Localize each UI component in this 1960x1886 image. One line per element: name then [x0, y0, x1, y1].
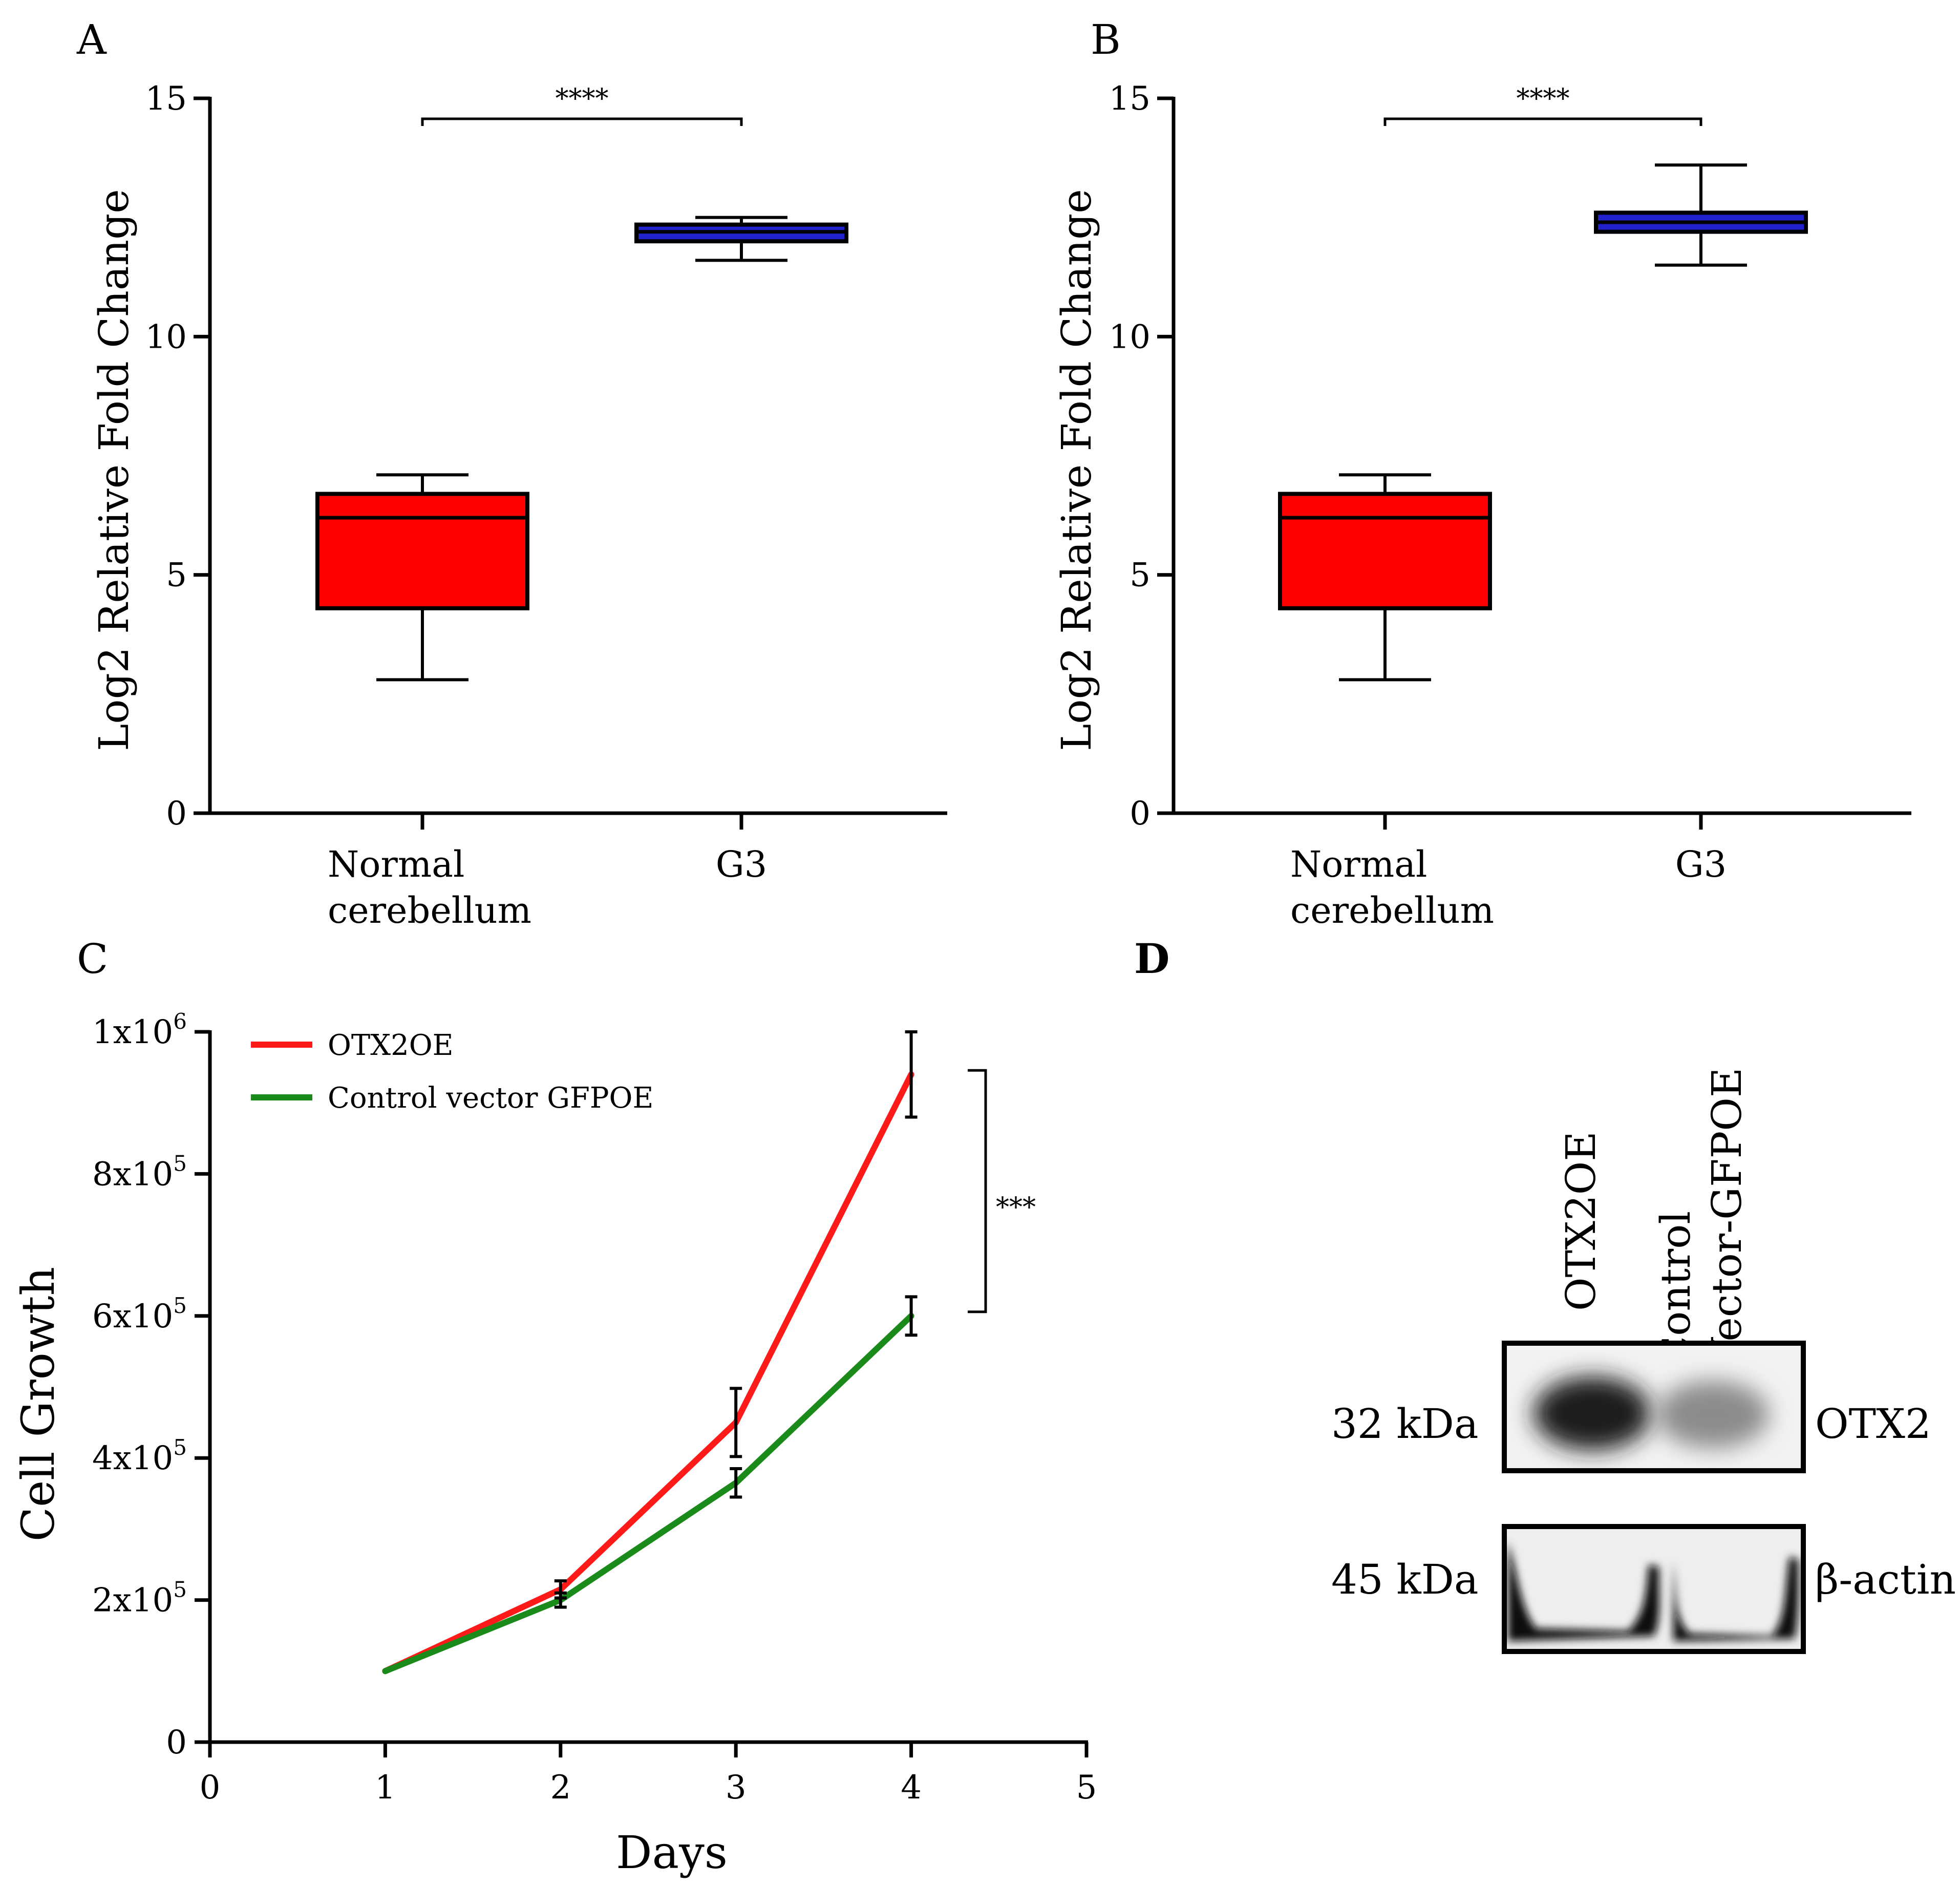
panel-b-significance-bracket: ****: [1383, 83, 1702, 126]
error-bar-otx2oe: [730, 1387, 742, 1458]
error-bar-otx2oe: [905, 1030, 918, 1119]
panel-c-y-axis-label: Cell Growth: [12, 1267, 65, 1541]
A-y-tick-label: 15: [145, 80, 187, 118]
B-significance-line: [1383, 117, 1702, 126]
blot-beta-actin: [1502, 1524, 1806, 1654]
protein-label-otx2: OTX2: [1815, 1400, 1931, 1448]
B-y-tick-label: 5: [1130, 557, 1151, 595]
A-box: [315, 492, 529, 610]
legend-label-control-vector-gfpoe: Control vector GFPOE: [328, 1082, 653, 1115]
panel-c-significance-bracket: ***: [968, 1069, 1036, 1313]
blot-otx2: [1502, 1341, 1806, 1473]
B-y-tick-label: 10: [1109, 318, 1151, 356]
A-y-tick-label: 10: [145, 318, 187, 356]
mw-label-45kda: 45 kDa: [1331, 1556, 1479, 1603]
C-y-tick-label: 4x105: [92, 1435, 187, 1477]
series-line-control-vector-gfpoe: [382, 1312, 914, 1675]
C-y-tick-label: 0: [166, 1724, 187, 1762]
panel-b-boxes: [1278, 163, 1808, 682]
error-bar-control-vector-gfpoe: [554, 1591, 567, 1609]
C-y-tick-label: 1x106: [92, 1009, 187, 1051]
blot-beta-actin-band-lane1: [1508, 1541, 1659, 1641]
panel-c-legend: OTX2OE Control vector GFPOE: [251, 1029, 653, 1115]
B-x-tick-label: Normal: [1290, 843, 1427, 885]
A-x-tick-label: Normal: [328, 843, 464, 885]
panel-b-label: B: [1091, 16, 1121, 63]
A-significance-line: [421, 117, 743, 126]
panel-c-x-axis-label: Days: [616, 1826, 728, 1879]
C-x-tick-label: 2: [550, 1769, 571, 1807]
A-x-tick-label: cerebellum: [328, 889, 531, 931]
C-x-tick-label: 4: [901, 1769, 922, 1807]
A-x-tick-label: G3: [716, 843, 767, 885]
panel-a-boxes: [315, 216, 848, 682]
A-y-tick-label: 5: [166, 557, 187, 595]
B-x-tick-label: G3: [1675, 843, 1727, 885]
legend-label-otx2oe: OTX2OE: [328, 1029, 454, 1062]
error-bar-control-vector-gfpoe: [730, 1467, 742, 1499]
C-x-tick-label: 1: [375, 1769, 396, 1807]
panel-a-significance-label: ****: [556, 83, 609, 114]
C-x-tick-label: 0: [200, 1769, 221, 1807]
panel-c: C Cell Growth Days 0 1 2 3 4 5 0 2x105 4x105 6x10…: [12, 935, 1097, 1879]
panel-a: A Log2 Relative Fold Change 0 5 10 15 Norma…: [76, 16, 947, 931]
panel-a-significance-bracket: ****: [421, 83, 743, 126]
C-y-tick-label: 8x105: [92, 1151, 187, 1193]
panel-d-label: D: [1134, 935, 1169, 983]
panel-a-label: A: [76, 16, 107, 63]
panel-b-y-ticks: 0 5 10 15: [1109, 80, 1911, 833]
blot-beta-actin-frame: [1502, 1524, 1806, 1654]
panel-b: B Log2 Relative Fold Change 0 5 10 15 Norma…: [1053, 16, 1911, 931]
B-box: [1278, 492, 1492, 610]
series-line-otx2oe: [382, 1071, 914, 1675]
C-significance-line: [968, 1069, 987, 1313]
protein-label-beta-actin: β-actin: [1815, 1556, 1956, 1603]
C-y-tick-label: 6x105: [92, 1293, 187, 1336]
panel-b-significance-label: ****: [1517, 83, 1570, 114]
blot-beta-actin-band-lane2: [1673, 1557, 1799, 1641]
B-y-tick-label: 0: [1130, 795, 1151, 833]
panel-c-label: C: [77, 935, 108, 983]
mw-label-32kda: 32 kDa: [1331, 1400, 1479, 1448]
panel-c-axes: 0 1 2 3 4 5 0 2x105 4x105 6x105 8x105 1x106: [92, 1009, 1097, 1807]
blot-otx2-frame: [1502, 1341, 1806, 1473]
lane-label-otx2oe: OTX2OE: [1557, 1131, 1605, 1311]
panel-c-lines: [382, 1030, 918, 1675]
error-bar-control-vector-gfpoe: [905, 1295, 918, 1337]
panel-c-significance-label: ***: [996, 1192, 1036, 1223]
lane-label-control-line2: Vector-GFPOE: [1703, 1068, 1751, 1368]
blot-otx2-band-lane1: [1533, 1376, 1651, 1450]
C-x-tick-label: 5: [1076, 1769, 1097, 1807]
A-y-tick-label: 0: [166, 795, 187, 833]
panel-d: D OTX2OE Control Vector-GFPOE 32 kDa OTX…: [1134, 935, 1956, 1654]
panel-a-y-axis-label: Log2 Relative Fold Change: [90, 189, 138, 751]
panel-b-y-axis-label: Log2 Relative Fold Change: [1053, 189, 1100, 751]
C-x-tick-label: 3: [726, 1769, 747, 1807]
panel-a-y-ticks: 0 5 10 15: [145, 80, 947, 833]
blot-otx2-band-lane2: [1656, 1381, 1769, 1448]
B-y-tick-label: 15: [1109, 80, 1151, 118]
B-x-tick-label: cerebellum: [1290, 889, 1494, 931]
C-y-tick-label: 2x105: [92, 1577, 187, 1620]
